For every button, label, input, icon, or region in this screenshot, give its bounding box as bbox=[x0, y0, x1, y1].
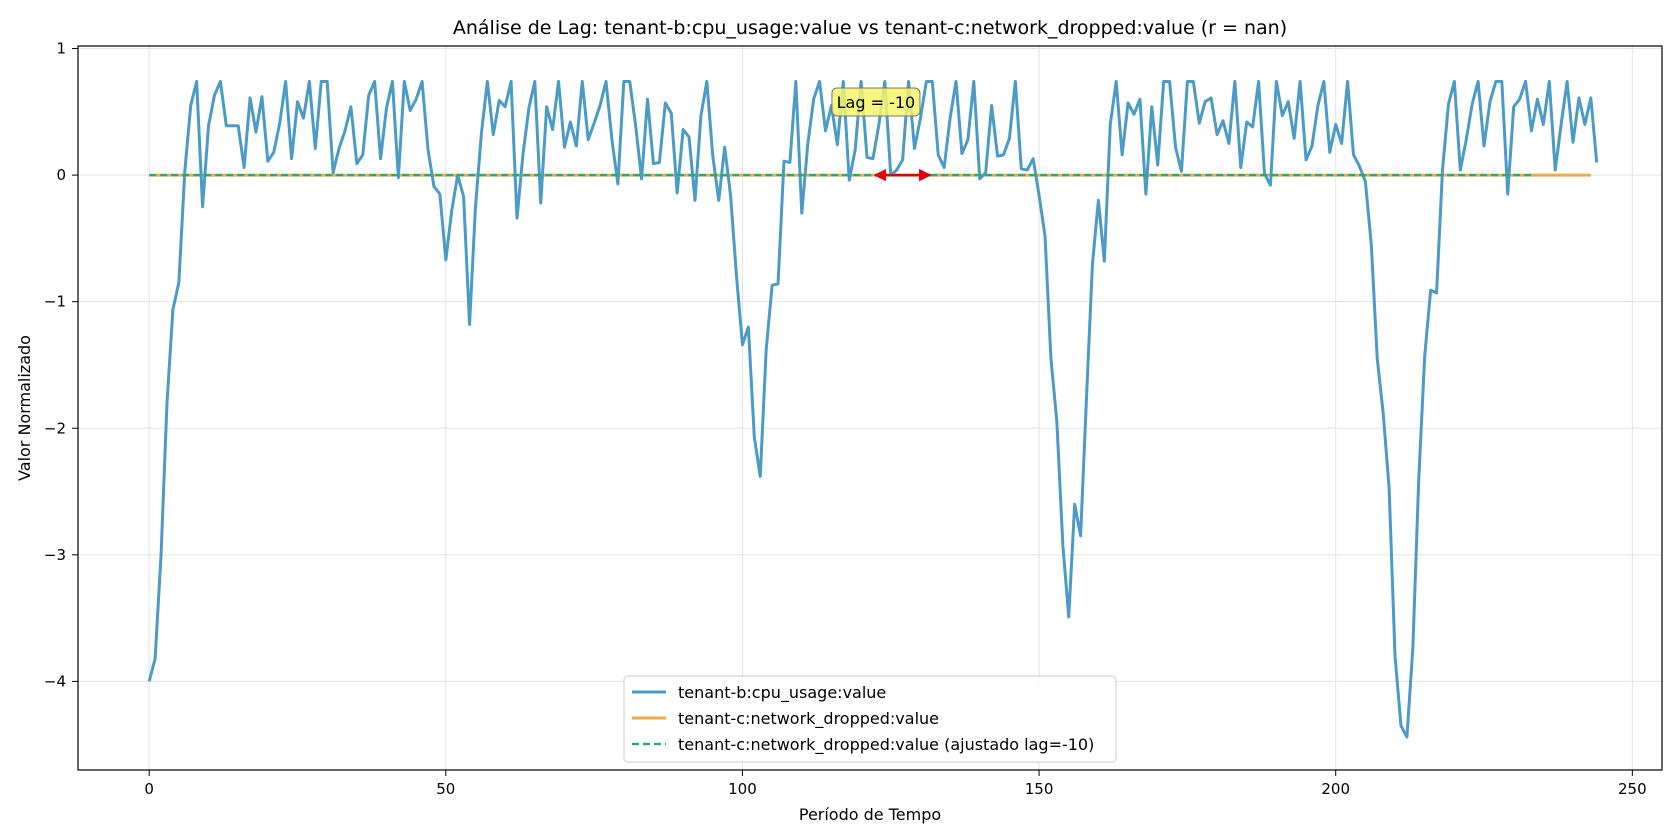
legend-label-network-dropped: tenant-c:network_dropped:value bbox=[678, 709, 939, 729]
x-tick-label: 100 bbox=[728, 780, 757, 798]
plot-frame bbox=[77, 45, 1663, 771]
y-axis-label: Valor Normalizado bbox=[15, 335, 34, 481]
y-tick-label: 1 bbox=[56, 40, 66, 58]
x-tick-label: 250 bbox=[1618, 780, 1647, 798]
cpu-usage-line bbox=[147, 79, 1599, 739]
lag-label-box bbox=[831, 87, 921, 117]
lag-label: Lag = -10 bbox=[837, 93, 916, 112]
y-tick-label: −1 bbox=[44, 293, 66, 311]
legend: tenant-b:cpu_usage:value tenant-c:networ… bbox=[623, 675, 1117, 763]
annotation: Lag = -10 bbox=[831, 87, 932, 182]
y-tick-label: −4 bbox=[44, 672, 66, 690]
chart-title: Análise de Lag: tenant-b:cpu_usage:value… bbox=[453, 17, 1287, 39]
legend-label-network-dropped-adjusted: tenant-c:network_dropped:value (ajustado… bbox=[678, 735, 1094, 755]
x-tick-label: 150 bbox=[1025, 780, 1054, 798]
legend-label-cpu-usage: tenant-b:cpu_usage:value bbox=[678, 683, 886, 703]
y-tick-label: −2 bbox=[44, 419, 66, 437]
y-tick-label: 0 bbox=[56, 166, 66, 184]
x-tick-label: 50 bbox=[436, 780, 455, 798]
series-layer bbox=[147, 79, 1599, 739]
x-tick-label: 200 bbox=[1321, 780, 1350, 798]
legend-box bbox=[623, 675, 1117, 763]
y-tick-label: −3 bbox=[44, 546, 66, 564]
x-axis-label: Período de Tempo bbox=[799, 805, 941, 824]
axis-ticks: 0 50 100 150 200 250 1 0 −1 −2 −3 −4 bbox=[44, 40, 1647, 798]
x-tick-label: 0 bbox=[144, 780, 154, 798]
